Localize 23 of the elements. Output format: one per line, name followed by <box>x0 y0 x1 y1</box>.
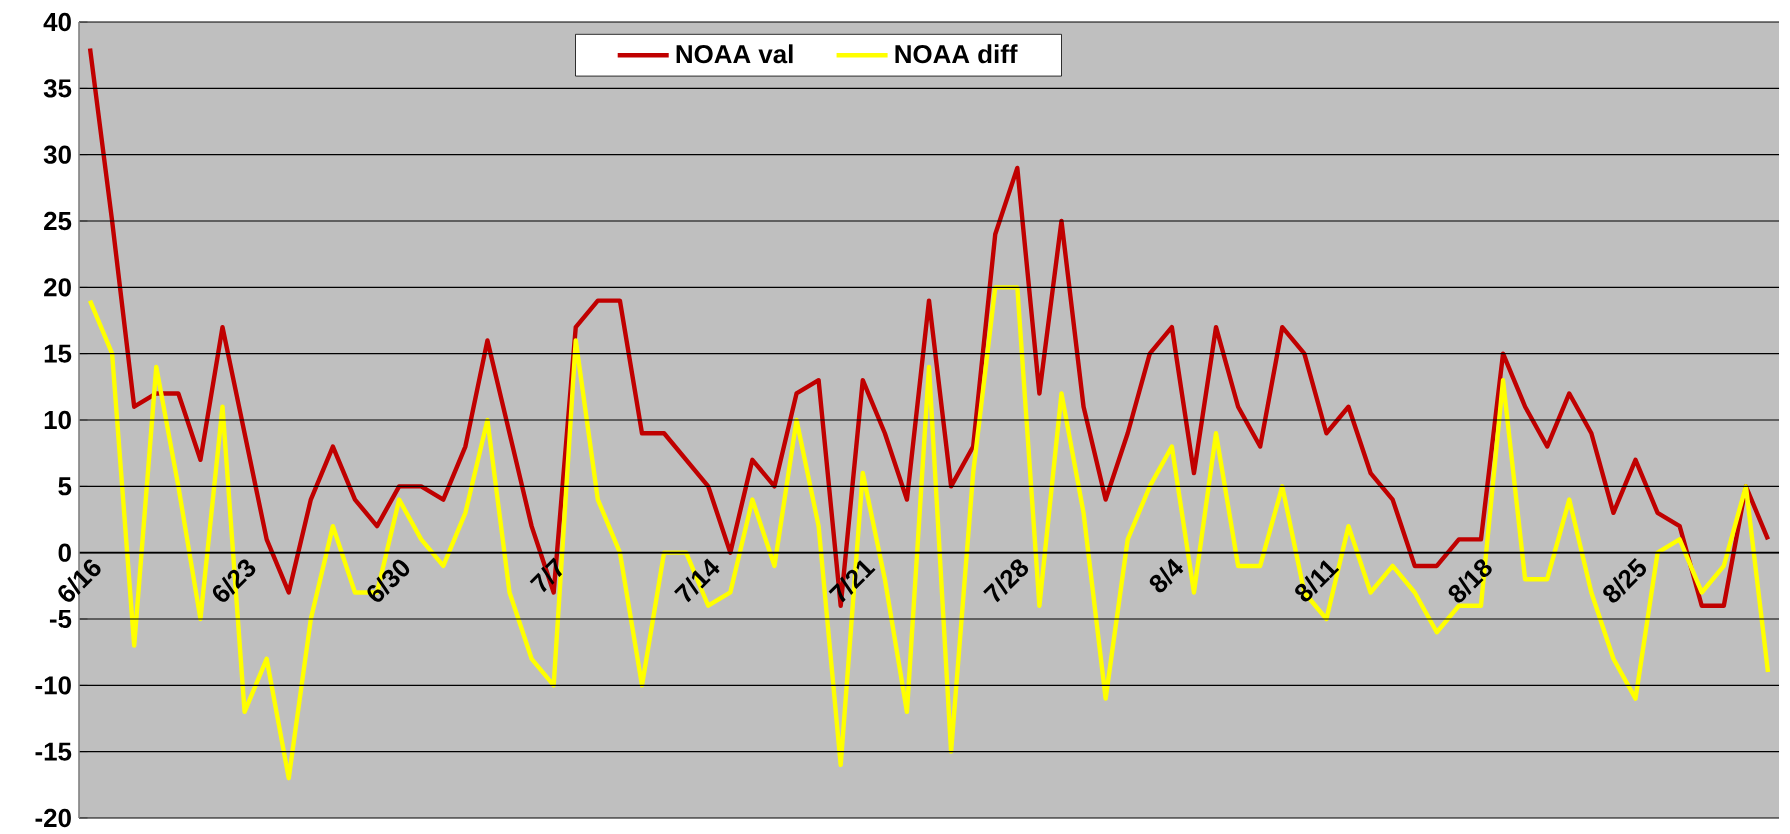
legend-label: NOAA diff <box>895 44 1018 64</box>
x-tick-label: 7/7 <box>529 557 563 593</box>
y-tick-label: -10 <box>35 676 71 695</box>
x-tick-label: 8/4 <box>1149 558 1184 593</box>
y-tick-label: 30 <box>43 145 71 164</box>
x-tick-label: 8/18 <box>1448 559 1492 603</box>
y-tick-label: -20 <box>35 808 71 828</box>
x-tick-label: 6/30 <box>367 559 410 602</box>
y-tick-label: 5 <box>58 477 72 496</box>
y-tick-label: 25 <box>44 211 72 231</box>
y-tick-label: -5 <box>49 609 72 629</box>
x-tick-label: 6/23 <box>212 559 256 602</box>
y-tick-label: -15 <box>35 742 72 761</box>
x-tick-label: 7/21 <box>828 560 876 603</box>
x-tick-label: 7/14 <box>674 558 720 603</box>
y-tick-label: 10 <box>44 410 71 430</box>
legend-label: NOAA val <box>676 44 793 64</box>
y-tick-label: 15 <box>44 344 72 363</box>
x-tick-label: 7/28 <box>983 559 1029 603</box>
y-tick-label: 35 <box>43 79 72 98</box>
y-tick-label: 20 <box>44 278 71 297</box>
y-tick-label: 40 <box>43 12 71 32</box>
x-tick-label: 8/11 <box>1295 560 1340 602</box>
